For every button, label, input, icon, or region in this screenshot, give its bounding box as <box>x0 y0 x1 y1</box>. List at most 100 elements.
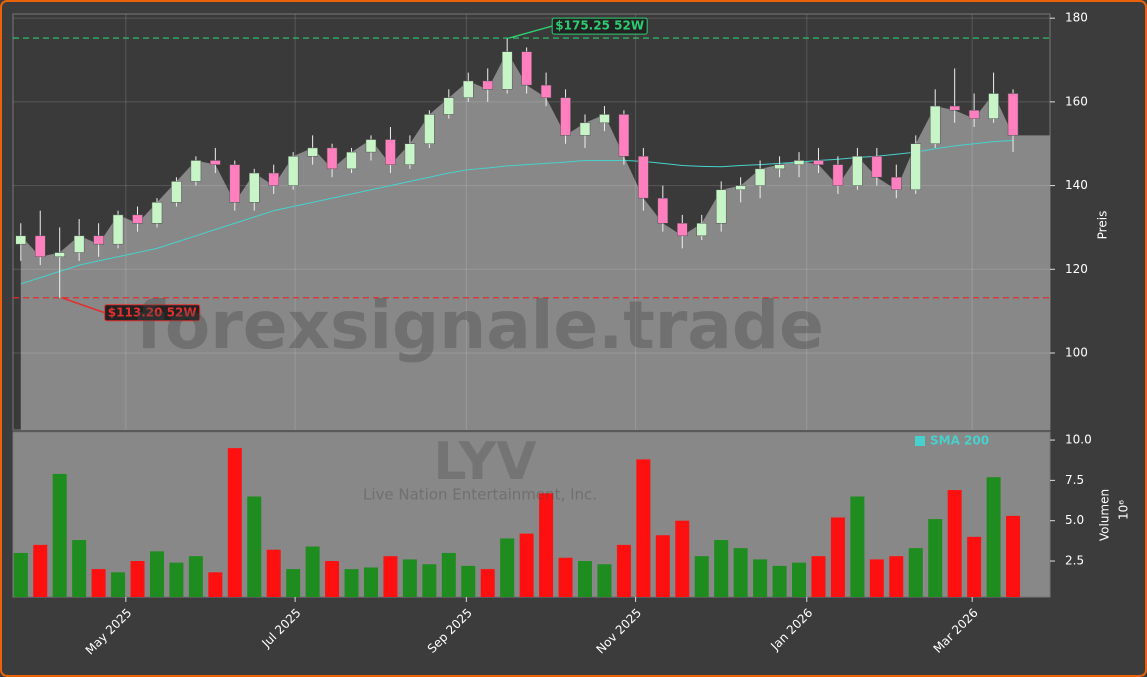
volume-bar <box>33 544 48 597</box>
candle-body <box>832 164 844 186</box>
candle-body <box>501 51 513 90</box>
candle-body <box>190 160 202 182</box>
volume-bar <box>655 535 670 597</box>
volume-bar <box>149 551 164 597</box>
candle-body <box>385 139 396 165</box>
candle-body <box>229 164 241 203</box>
candle-body <box>463 80 474 98</box>
candle-body <box>638 156 649 199</box>
y-tick-label: 2.5 <box>1065 554 1084 568</box>
volume-bar <box>830 517 845 597</box>
candle-body <box>715 189 727 224</box>
candle-body <box>307 147 318 157</box>
annotation-arrow <box>508 25 553 39</box>
volume-bar <box>52 473 67 597</box>
candle-body <box>365 139 377 153</box>
candle-body <box>677 223 688 237</box>
y-tick-label: 160 <box>1065 94 1088 108</box>
volume-bar <box>558 557 573 597</box>
candle-body <box>910 143 922 191</box>
candle-body <box>482 80 493 90</box>
volume-bar <box>1006 515 1021 597</box>
candle-body <box>968 110 980 119</box>
legend-swatch <box>915 436 925 446</box>
annotation-label: $175.25 52W <box>555 19 644 33</box>
volume-bar <box>733 548 748 597</box>
annotation-box <box>551 17 648 35</box>
candle-body <box>813 160 824 165</box>
y-axis-label: Preis <box>1096 211 1110 240</box>
volume-bar <box>208 572 223 597</box>
candle-body <box>871 156 883 178</box>
volume-bar <box>441 552 456 597</box>
volume-bar <box>539 493 554 597</box>
volume-bar <box>519 533 534 597</box>
volume-bar <box>500 538 515 597</box>
candle-body <box>774 164 785 170</box>
volume-bar <box>325 561 340 597</box>
volume-bar <box>578 561 593 597</box>
candle-body <box>579 122 591 136</box>
y-tick-label: 120 <box>1065 262 1088 276</box>
candle-body <box>132 214 143 224</box>
annotation-arrow <box>61 297 105 314</box>
candle-body <box>34 235 46 257</box>
volume-bar <box>908 548 923 597</box>
candle-body <box>521 51 532 86</box>
watermark: forexsignale.trade <box>136 287 824 364</box>
candle-body <box>73 235 85 253</box>
volume-bar <box>597 564 612 597</box>
volume-bar <box>422 564 437 597</box>
candle-body <box>210 160 221 165</box>
annotation-box <box>104 304 201 322</box>
candle-body <box>735 185 746 191</box>
watermark: Live Nation Entertainment, Inc. <box>363 486 597 504</box>
volume-bar <box>480 569 495 597</box>
volume-bar <box>188 556 203 597</box>
candle-body <box>852 156 863 186</box>
candle-body <box>326 147 338 170</box>
sma-line <box>20 139 1014 285</box>
candle-body <box>443 97 455 115</box>
volume-bar <box>675 520 690 597</box>
volume-bar <box>947 490 962 597</box>
candle-body <box>54 252 65 257</box>
volume-bar <box>91 569 106 597</box>
candle-body <box>929 105 941 144</box>
volume-bar <box>266 549 281 597</box>
volume-bar <box>363 567 378 597</box>
volume-unit: 10⁶ <box>1117 500 1131 520</box>
volume-bar <box>869 559 884 597</box>
legend-label: SMA 200 <box>930 434 989 448</box>
y-tick-label: 10.0 <box>1065 433 1092 447</box>
candle-body <box>657 197 669 224</box>
volume-bar <box>111 572 126 597</box>
candle-body <box>151 202 163 224</box>
candle-body <box>15 235 27 245</box>
candle-body <box>287 156 299 186</box>
candle-body <box>404 143 416 165</box>
volume-bar <box>305 546 320 597</box>
volume-bar <box>383 556 398 597</box>
volume-bar <box>694 556 709 597</box>
volume-bar <box>169 562 184 597</box>
volume-bar <box>130 561 145 597</box>
candle-body <box>249 172 260 203</box>
candle-body <box>949 105 960 111</box>
y-axis-label: Volumen <box>1098 489 1112 541</box>
candle-body <box>112 214 124 245</box>
volume-bar <box>714 540 729 597</box>
volume-bar <box>616 544 631 597</box>
candle-body <box>540 84 552 98</box>
candle-body <box>268 172 279 186</box>
volume-bar <box>247 496 262 597</box>
candle-body <box>560 97 571 136</box>
annotation-label: $113.20 52W <box>108 305 197 319</box>
candle-body <box>171 181 182 203</box>
close-area <box>20 51 1051 431</box>
volume-bar <box>402 559 417 597</box>
volume-bar <box>792 562 807 597</box>
candle-body <box>1007 93 1019 136</box>
candle-body <box>93 235 104 245</box>
